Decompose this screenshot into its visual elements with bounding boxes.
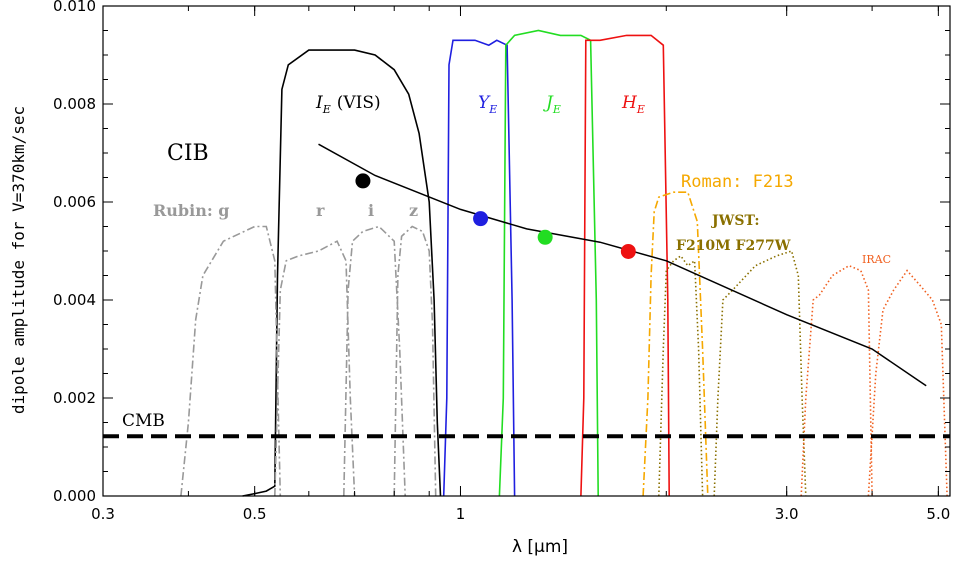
filter-curve-f277w <box>713 249 807 497</box>
filter-curve-vis <box>242 49 442 497</box>
filter-curves <box>180 29 948 497</box>
rubin-z-label: z <box>409 201 418 220</box>
filter-curve-h <box>580 34 670 497</box>
rubin-r-label: r <box>316 201 325 220</box>
x-tick-label: 0.5 <box>243 505 267 523</box>
plot-frame <box>102 5 951 497</box>
cib-line <box>318 143 927 387</box>
cib-layer <box>318 143 927 387</box>
filter-curve-irac1 <box>800 264 873 497</box>
y-tick-label: 0.002 <box>53 389 96 407</box>
chart-labels: λ [μm] dipole amplitude for V=370km/sec … <box>9 93 891 557</box>
y-tick-label: 0.008 <box>53 95 96 113</box>
ye-label: YE <box>478 93 497 116</box>
filter-curve-z <box>393 225 437 497</box>
filter-curve-y <box>442 39 516 497</box>
x-tick-label: 1 <box>456 505 466 523</box>
filter-curve-i <box>343 225 406 497</box>
x-tick-label: 5.0 <box>926 505 950 523</box>
rubin-label: Rubin: g <box>153 201 230 220</box>
cib-point-he <box>620 243 636 259</box>
x-tick-label: 3.0 <box>775 505 799 523</box>
axes: 0.000 0.002 0.004 0.006 0.008 0.010 0.3 0.5 1 3.0… <box>53 0 951 523</box>
x-axis-label: λ [μm] <box>512 537 568 557</box>
he-label: HE <box>621 93 645 116</box>
cmb-label: CMB <box>122 411 165 431</box>
je-label: JE <box>543 93 561 116</box>
roman-label: Roman: F213 <box>681 172 794 192</box>
cib-point-je <box>537 229 553 245</box>
y-tick-label: 0.006 <box>53 193 96 211</box>
y-tick-label: 0.004 <box>53 291 96 309</box>
x-tick-label: 0.3 <box>91 505 115 523</box>
y-tick-label: 0.010 <box>53 0 96 15</box>
irac-label: IRAC <box>862 253 891 266</box>
filter-curve-r <box>274 240 356 497</box>
y-tick-label: 0.000 <box>53 487 96 505</box>
filter-curve-irac2 <box>867 269 948 497</box>
filter-curve-f210m <box>658 254 704 497</box>
filter-curve-g <box>180 225 282 497</box>
ie-label: IE (VIS) <box>315 93 381 116</box>
y-axis-label: dipole amplitude for V=370km/sec <box>9 106 28 414</box>
cib-point-ye <box>473 211 489 227</box>
cib-point-ie <box>355 173 371 189</box>
jwst-label: JWST: <box>710 213 760 229</box>
filter-curve-f213 <box>642 191 709 497</box>
rubin-i-label: i <box>368 201 374 220</box>
cib-label: CIB <box>167 141 209 166</box>
jwst-filters-label: F210M F277W <box>676 238 791 254</box>
